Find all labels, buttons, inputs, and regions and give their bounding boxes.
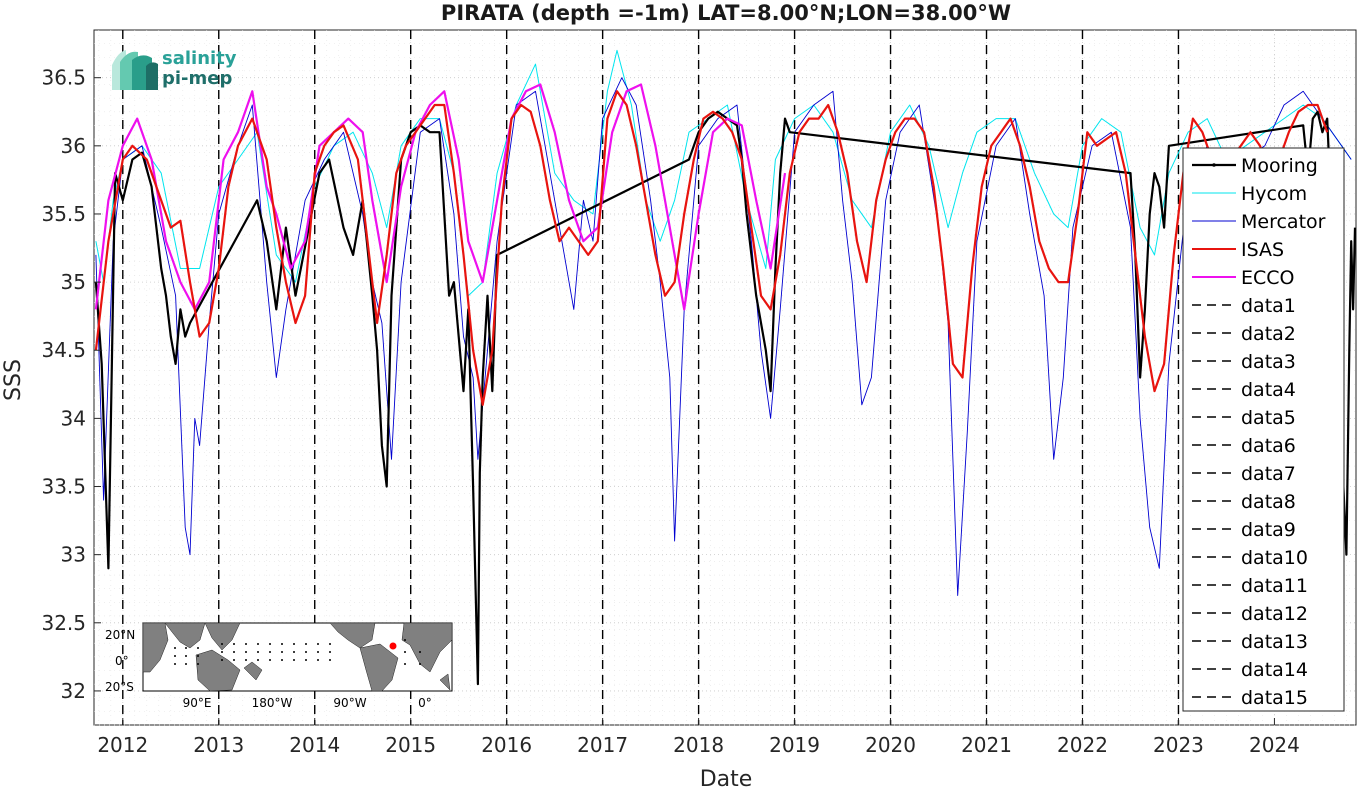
series-line-mooring [94, 110, 1357, 686]
y-tick-label: 35 [61, 270, 86, 294]
x-tick-label: 2012 [97, 733, 148, 757]
x-tick-label: 2022 [1057, 733, 1108, 757]
y-tick-label: 34 [61, 406, 86, 430]
y-tick-label: 35.5 [41, 202, 86, 226]
legend: Mooring Hycom Mercator ISAS ECCO data1 data2 da… [1182, 147, 1345, 712]
legend-marker [1212, 163, 1216, 167]
legend-label: data2 [1241, 323, 1296, 345]
legend-label: data14 [1241, 659, 1308, 681]
legend-label: data15 [1241, 687, 1308, 709]
legend-label: data3 [1241, 351, 1296, 373]
inset-location-map: 20°N 0° 20°S 90°E 180°W 90°W 0° [105, 622, 453, 710]
legend-label: ECCO [1241, 267, 1295, 289]
legend-label: Mooring [1241, 155, 1318, 177]
series-layer [94, 49, 1357, 686]
x-tick-label: 2016 [481, 733, 532, 757]
series-line-hycom [95, 49, 1352, 297]
grid-lines [94, 30, 1356, 726]
map-lon-label-90e: 90°E [183, 696, 212, 710]
series-line-isas [94, 90, 1329, 406]
map-lon-label-180w: 180°W [252, 696, 293, 710]
map-lat-label-20n: 20°N [105, 628, 135, 642]
legend-label: data8 [1241, 491, 1296, 513]
x-tick-label: 2018 [673, 733, 724, 757]
y-tick-label: 33 [61, 543, 86, 567]
axes-frame [93, 29, 1357, 726]
y-axis-label: SSS [1, 359, 26, 401]
logo-text-pi-mep: pi-mep [162, 68, 232, 89]
map-lon-label-90w: 90°W [333, 696, 366, 710]
y-tick-label: 32 [61, 679, 86, 703]
salinity-pi-mep-logo: salinity pi-mep [112, 48, 237, 90]
plot-area [93, 29, 1357, 726]
x-axis-ticks: 2012 2013 2014 2015 2016 2017 2018 2019 2020 2021… [97, 718, 1300, 757]
x-tick-label: 2015 [385, 733, 436, 757]
x-axis-label: Date [700, 767, 753, 790]
chart-title: PIRATA (depth =-1m) LAT=8.00°N;LON=38.00… [441, 1, 1011, 25]
y-tick-label: 32.5 [41, 611, 86, 635]
x-tick-label: 2024 [1249, 733, 1300, 757]
logo-wave-icon [112, 50, 158, 90]
legend-label: ISAS [1241, 239, 1284, 261]
legend-label: data5 [1241, 407, 1296, 429]
series-line-ecco [94, 83, 787, 311]
map-lon-label-0: 0° [418, 696, 432, 710]
legend-label: data12 [1241, 603, 1308, 625]
legend-label: data11 [1241, 575, 1308, 597]
map-lat-label-0: 0° [115, 654, 129, 668]
legend-label: data7 [1241, 463, 1296, 485]
x-tick-label: 2021 [961, 733, 1012, 757]
legend-label: Hycom [1241, 183, 1307, 205]
mooring-dots [174, 639, 421, 665]
map-landmasses [142, 622, 453, 692]
x-tick-label: 2013 [193, 733, 244, 757]
legend-items: Mooring Hycom Mercator ISAS ECCO data1 data2 da… [1192, 155, 1326, 709]
legend-label: data10 [1241, 547, 1308, 569]
legend-label: data9 [1241, 519, 1296, 541]
legend-label: Mercator [1241, 211, 1326, 233]
legend-label: data6 [1241, 435, 1296, 457]
legend-label: data1 [1241, 295, 1296, 317]
map-lat-label-20s: 20°S [105, 680, 134, 694]
y-tick-label: 34.5 [41, 338, 86, 362]
y-axis-ticks: 32 32.5 33 33.5 34 34.5 35 35.5 36 36.5 [41, 66, 101, 703]
y-tick-label: 33.5 [41, 475, 86, 499]
x-tick-label: 2023 [1153, 733, 1204, 757]
year-boundary-lines [122, 30, 1180, 725]
legend-box [1182, 147, 1345, 712]
legend-label: data13 [1241, 631, 1308, 653]
x-tick-label: 2014 [289, 733, 340, 757]
legend-label: data4 [1241, 379, 1296, 401]
logo-text-salinity: salinity [162, 48, 237, 69]
x-tick-label: 2017 [577, 733, 628, 757]
y-tick-label: 36 [61, 134, 86, 158]
selected-mooring-marker [389, 642, 397, 650]
x-tick-label: 2019 [769, 733, 820, 757]
y-tick-label: 36.5 [41, 66, 86, 90]
x-tick-label: 2020 [865, 733, 916, 757]
